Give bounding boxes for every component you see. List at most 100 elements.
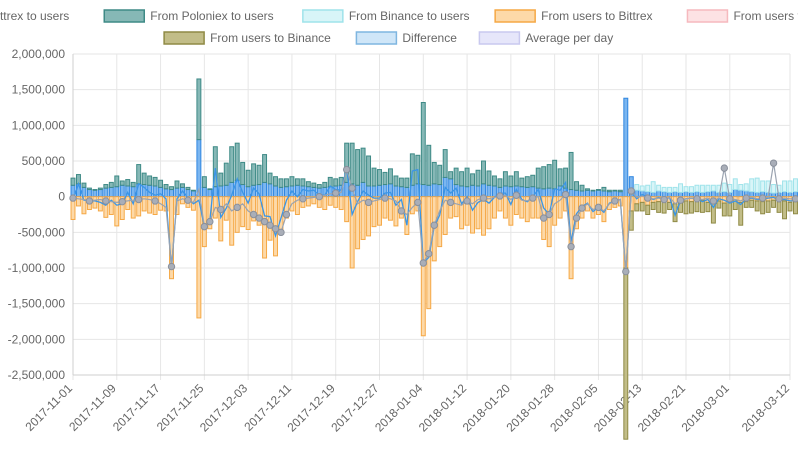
bar-from-poloniex-to-users — [322, 181, 328, 188]
bar-from-users-to-bittrex — [508, 196, 514, 226]
bar-from-bittrex-to-users — [782, 191, 787, 198]
bar-from-users-to-bittrex — [256, 196, 262, 226]
bar-from-bittrex-to-users — [486, 184, 492, 198]
point-average-per-day — [260, 217, 269, 226]
bar-from-users-to-bittrex — [207, 196, 213, 230]
bar-from-poloniex-to-users — [464, 167, 470, 188]
bar-from-users-to-binance — [623, 267, 629, 440]
bar-from-bittrex-to-users — [212, 186, 218, 198]
x-tick-label: 2018-03-12 — [739, 381, 793, 435]
bar-from-bittrex-to-users — [86, 189, 92, 198]
bar-from-users-to-bittrex — [338, 196, 344, 211]
bar-from-poloniex-to-users — [377, 169, 382, 186]
point-average-per-day — [775, 195, 783, 203]
bar-from-users-to-binance — [683, 200, 689, 215]
bar-from-users-to-binance — [738, 201, 744, 226]
bar-from-users-to-bittrex — [311, 196, 317, 205]
bar-from-poloniex-to-users — [535, 167, 541, 189]
bar-from-users-to-bittrex — [491, 196, 497, 219]
point-average-per-day — [364, 198, 373, 207]
bar-from-users-to-binance — [771, 199, 777, 208]
bar-from-poloniex-to-users — [393, 175, 399, 187]
legend-label: From Poloniex to users — [150, 9, 273, 23]
bar-from-poloniex-to-users — [470, 173, 476, 186]
bar-from-users-to-bittrex — [409, 196, 415, 215]
bar-from-poloniex-to-users — [234, 142, 240, 181]
bar-from-bittrex-to-users — [585, 189, 590, 198]
bar-from-users-to-bittrex — [322, 196, 328, 211]
bar-from-users-to-binance — [716, 200, 722, 209]
bar-from-bittrex-to-users — [689, 191, 694, 198]
legend-swatch — [494, 9, 536, 23]
bar-from-poloniex-to-users — [519, 177, 525, 188]
point-average-per-day — [578, 204, 586, 212]
bar-from-bittrex-to-users — [262, 181, 268, 198]
bar-from-poloniex-to-users — [245, 169, 251, 188]
point-average-per-day — [496, 192, 504, 200]
bar-from-bittrex-to-users — [92, 189, 98, 198]
bar-from-poloniex-to-users — [108, 181, 114, 188]
bar-from-binance-to-users — [689, 186, 694, 193]
bar-from-bittrex-to-users — [672, 191, 678, 198]
bar-from-bittrex-to-users — [601, 190, 607, 198]
point-average-per-day — [769, 159, 778, 167]
bar-from-poloniex-to-users — [185, 186, 191, 191]
bar-from-bittrex-to-users — [174, 187, 180, 198]
bar-from-users-to-bittrex — [470, 196, 476, 234]
point-average-per-day — [217, 205, 225, 214]
bar-from-users-to-bittrex — [557, 196, 563, 219]
bar-from-bittrex-to-users — [470, 184, 476, 198]
point-average-per-day — [627, 187, 635, 195]
bar-from-users-to-binance — [634, 203, 640, 212]
line-difference — [72, 167, 798, 272]
bar-from-users-to-bittrex — [114, 196, 120, 227]
point-average-per-day — [479, 194, 488, 202]
bar-from-bittrex-to-users — [650, 191, 656, 198]
bar-from-poloniex-to-users — [431, 161, 437, 185]
point-average-per-day — [709, 197, 718, 205]
bar-from-poloniex-to-users — [530, 174, 536, 188]
bar-from-binance-to-users — [705, 184, 711, 193]
bar-from-poloniex-to-users — [568, 151, 574, 191]
bar-from-bittrex-to-users — [305, 186, 311, 198]
bar-from-poloniex-to-users — [437, 164, 443, 186]
bar-from-users-to-binance — [782, 200, 787, 220]
bar-from-poloniex-to-users — [130, 181, 136, 188]
bar-from-poloniex-to-users — [585, 188, 590, 191]
bar-from-bittrex-to-users — [218, 185, 224, 198]
bar-from-users-to-binance — [787, 201, 793, 212]
bar-from-poloniex-to-users — [371, 167, 377, 187]
point-average-per-day — [529, 194, 537, 202]
x-tick-label: 2017-12-03 — [197, 381, 251, 435]
bar-from-bittrex-to-users — [377, 184, 382, 198]
point-average-per-day — [545, 210, 553, 219]
bar-from-poloniex-to-users — [283, 178, 289, 188]
point-average-per-day — [315, 192, 323, 201]
point-average-per-day — [255, 214, 263, 222]
bar-from-poloniex-to-users — [201, 176, 207, 188]
point-average-per-day — [726, 195, 734, 203]
bar-from-poloniex-to-users — [305, 181, 311, 188]
bar-from-poloniex-to-users — [223, 162, 229, 186]
bar-from-users-to-bittrex — [355, 196, 361, 250]
point-average-per-day — [561, 190, 570, 199]
bar-from-users-to-binance — [650, 201, 656, 211]
bar-from-bittrex-to-users — [130, 186, 136, 198]
bar-from-bittrex-to-users — [524, 186, 530, 198]
bar-from-bittrex-to-users — [623, 97, 629, 198]
point-average-per-day — [167, 262, 176, 271]
bar-from-bittrex-to-users — [721, 191, 727, 198]
bar-from-poloniex-to-users — [398, 177, 404, 188]
bar-from-binance-to-users — [721, 182, 727, 193]
bar-from-poloniex-to-users — [448, 171, 454, 180]
bar-from-poloniex-to-users — [174, 180, 180, 189]
bar-from-poloniex-to-users — [333, 178, 339, 187]
bar-from-bittrex-to-users — [667, 191, 673, 198]
point-average-per-day — [540, 214, 548, 222]
bar-from-poloniex-to-users — [190, 189, 196, 192]
bar-from-binance-to-users — [710, 184, 716, 192]
bar-from-poloniex-to-users — [502, 171, 508, 187]
bar-from-users-to-bittrex — [229, 196, 235, 246]
